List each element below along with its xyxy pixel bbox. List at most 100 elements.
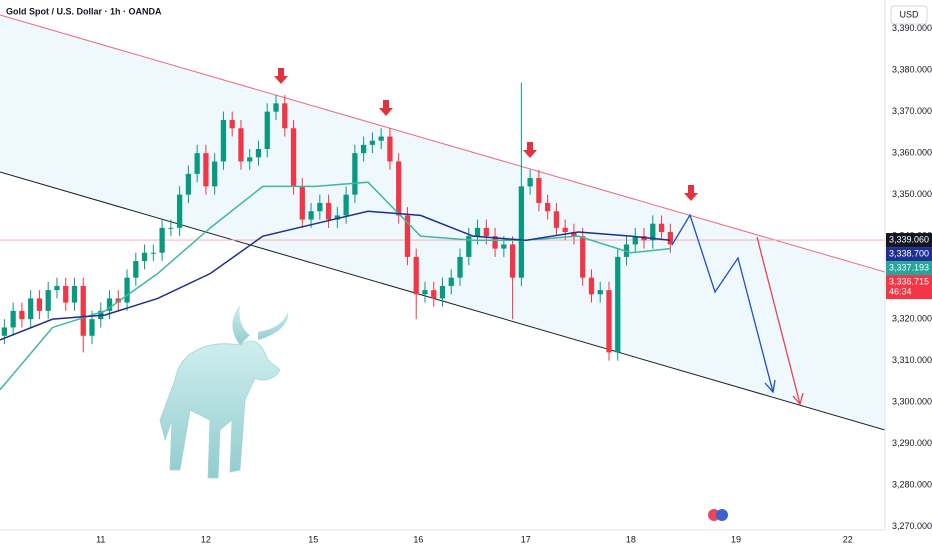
moving-average: [0, 210, 671, 341]
y-tick-label: 3,270.000: [892, 521, 932, 531]
candle-body: [413, 256, 419, 295]
event-flag: [708, 509, 728, 521]
channel-fill: [0, 15, 885, 430]
candle-body: [141, 252, 148, 262]
candle-body: [343, 194, 349, 216]
price-label: 3,336.715: [889, 276, 929, 286]
y-tick-label: 3,350.000: [892, 189, 932, 199]
candle-body: [159, 227, 165, 253]
candle-body: [483, 227, 489, 237]
x-tick-label: 19: [731, 534, 741, 544]
candle-body: [474, 227, 481, 237]
price-label-box: [886, 233, 932, 248]
candle-body: [177, 194, 183, 228]
x-tick-label: 18: [626, 534, 636, 544]
candle-body: [597, 290, 603, 295]
candle-body: [168, 227, 174, 229]
candle-body: [220, 119, 227, 162]
y-tick-label: 3,380.000: [892, 65, 932, 75]
candle-body: [632, 236, 638, 245]
candle-body: [588, 277, 595, 295]
chart-title: Gold Spot / U.S. Dollar · 1h · OANDA: [6, 6, 162, 16]
candle-body: [492, 236, 498, 249]
candle-body: [457, 256, 463, 278]
candle-body: [667, 232, 673, 245]
price-label: 3,339.060: [889, 234, 929, 244]
candle-body: [247, 157, 253, 162]
candle-body: [325, 202, 332, 220]
candle-body: [19, 310, 25, 320]
candle-body: [352, 153, 358, 195]
candle-body: [238, 128, 244, 162]
candle-body: [10, 310, 16, 328]
candle-body: [299, 186, 305, 220]
y-tick-label: 3,280.000: [892, 480, 932, 490]
candle-body: [133, 261, 139, 278]
marker-arrows: [274, 68, 698, 201]
price-label: 3,338.700: [889, 248, 929, 258]
candle-body: [404, 215, 411, 257]
y-tick-label: 3,370.000: [892, 106, 932, 116]
candle-body: [264, 111, 270, 149]
candle-body: [45, 290, 51, 311]
candle-body: [255, 148, 262, 158]
candle-body: [89, 319, 95, 336]
candle-body: [150, 252, 156, 254]
candle-body: [580, 236, 586, 278]
x-tick-label: 17: [521, 534, 531, 544]
channel-upper: [0, 14, 885, 273]
candle-body: [36, 298, 43, 311]
candle-body: [185, 173, 192, 195]
arrow-head: [792, 392, 804, 406]
candle-body: [378, 136, 384, 141]
candle-body: [439, 285, 446, 299]
candle-body: [501, 244, 507, 249]
candle-body: [273, 103, 279, 112]
candle-body: [212, 161, 218, 187]
candle-body: [28, 298, 34, 320]
y-tick-label: 3,320.000: [892, 314, 932, 324]
series-layer: [0, 82, 885, 391]
bull-illustration: [159, 305, 289, 479]
candle-body: [290, 128, 297, 187]
candle-body: [387, 136, 393, 162]
candle-body: [317, 202, 323, 212]
candle-body: [606, 290, 612, 353]
candle-body: [509, 244, 516, 278]
candle-body: [650, 223, 656, 241]
price-label-box: [886, 261, 932, 276]
moving-average: [0, 181, 671, 391]
candle-body: [194, 153, 200, 174]
candle-body: [334, 215, 340, 220]
candle-body: [71, 285, 78, 303]
candle-body: [115, 298, 121, 303]
candle-body: [229, 119, 235, 129]
price-label: 3,337.193: [889, 262, 929, 272]
candle-body: [1, 327, 8, 336]
y-tick-label: 3,360.000: [892, 148, 932, 158]
candle-body: [80, 285, 86, 336]
candle-body: [527, 178, 533, 187]
candle-body: [536, 178, 542, 203]
candle-body: [553, 211, 560, 228]
currency[interactable]: USD: [899, 9, 919, 19]
candle-body: [203, 153, 209, 187]
candle-body: [466, 236, 472, 257]
y-tick-label: 3,310.000: [892, 355, 932, 365]
candle-body: [545, 202, 551, 212]
candle-body: [658, 223, 665, 233]
arrow-head: [764, 379, 776, 394]
candle-body: [396, 161, 402, 216]
candle-body: [282, 103, 288, 129]
forecast-path-blue: [671, 213, 774, 393]
x-tick-label: 15: [308, 534, 318, 544]
y-tick-label: 3,390.000: [892, 23, 932, 33]
candle-body: [562, 227, 568, 233]
candle-body: [369, 140, 376, 145]
x-tick-label: 16: [413, 534, 423, 544]
x-tick-label: 12: [201, 534, 211, 544]
currency-button[interactable]: [890, 5, 928, 25]
candle-body: [308, 211, 314, 220]
candle-body: [54, 285, 60, 291]
